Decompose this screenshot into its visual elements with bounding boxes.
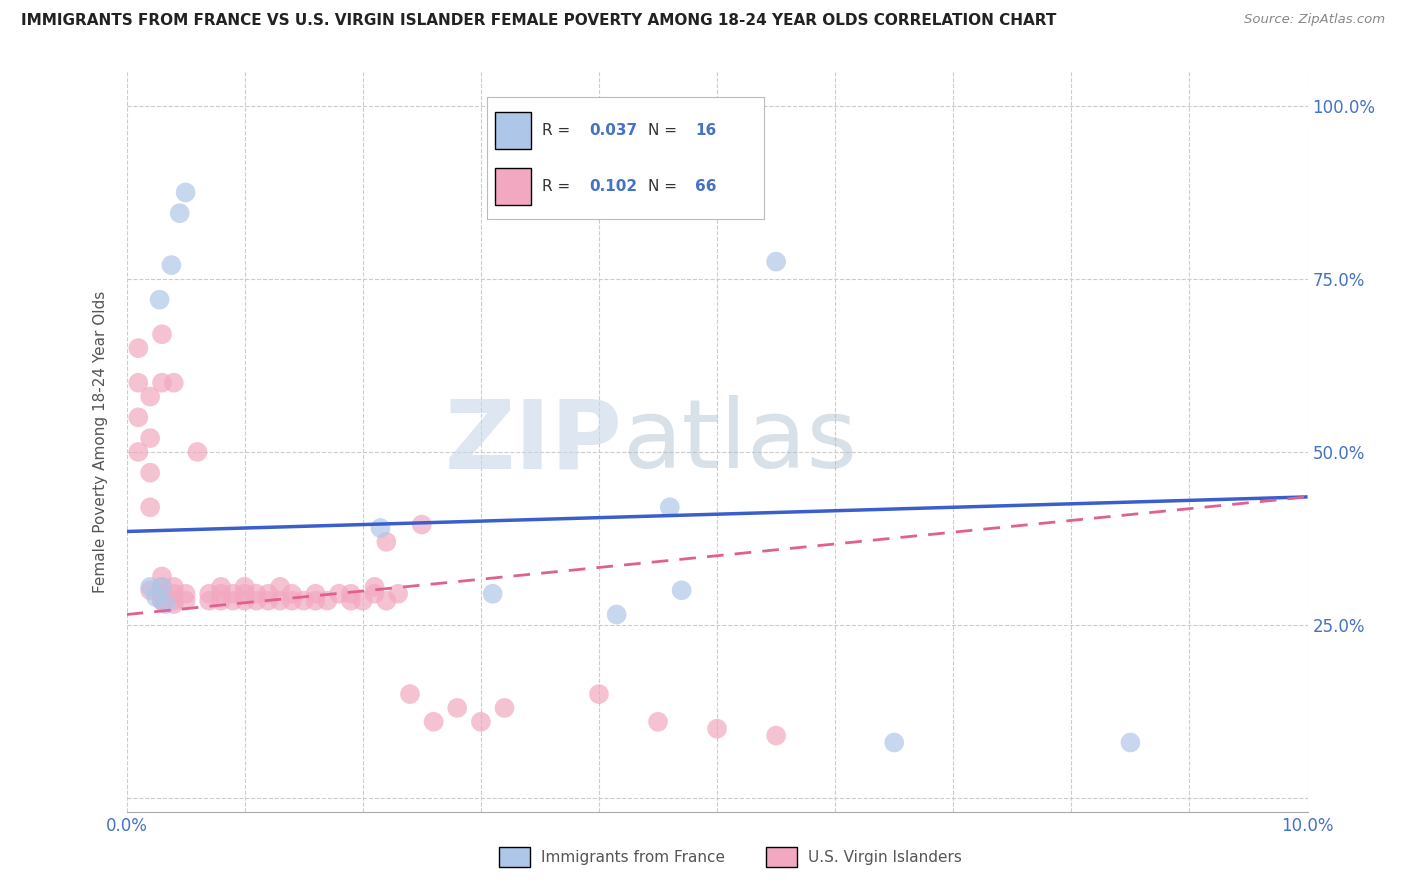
Point — [209, 593, 232, 607]
Point — [233, 587, 256, 601]
Point — [316, 593, 339, 607]
Point — [139, 583, 162, 598]
Point — [145, 591, 167, 605]
Point — [149, 293, 172, 307]
Text: U.S. Virgin Islanders: U.S. Virgin Islanders — [808, 850, 962, 864]
Point — [150, 327, 173, 342]
Point — [257, 593, 280, 607]
Point — [209, 580, 232, 594]
Point — [139, 390, 162, 404]
Point — [658, 500, 681, 515]
Point — [481, 587, 503, 601]
Point — [363, 580, 385, 594]
Point — [606, 607, 628, 622]
Point — [399, 687, 422, 701]
Point — [163, 593, 186, 607]
Point — [245, 587, 267, 601]
Point — [671, 583, 693, 598]
Point — [222, 593, 245, 607]
Point — [292, 593, 315, 607]
Text: atlas: atlas — [623, 395, 858, 488]
Point — [765, 254, 787, 268]
Point — [222, 587, 245, 601]
Point — [647, 714, 669, 729]
Point — [304, 587, 326, 601]
Point — [352, 593, 374, 607]
Text: ZIP: ZIP — [444, 395, 623, 488]
Point — [127, 445, 149, 459]
Point — [139, 466, 162, 480]
Point — [139, 431, 162, 445]
Text: Immigrants from France: Immigrants from France — [541, 850, 725, 864]
Point — [198, 587, 221, 601]
Point — [281, 593, 304, 607]
Point — [269, 593, 291, 607]
Point — [233, 580, 256, 594]
Point — [186, 445, 208, 459]
Point — [375, 593, 398, 607]
Point — [198, 593, 221, 607]
Point — [883, 735, 905, 749]
Point — [139, 580, 162, 594]
Point — [163, 587, 186, 601]
Point — [706, 722, 728, 736]
Point — [340, 593, 363, 607]
Point — [174, 587, 197, 601]
Point — [340, 587, 363, 601]
Point — [150, 593, 173, 607]
Point — [1119, 735, 1142, 749]
Point — [387, 587, 409, 601]
Text: IMMIGRANTS FROM FRANCE VS U.S. VIRGIN ISLANDER FEMALE POVERTY AMONG 18-24 YEAR O: IMMIGRANTS FROM FRANCE VS U.S. VIRGIN IS… — [21, 13, 1056, 29]
Point — [150, 587, 173, 601]
Point — [245, 593, 267, 607]
Point — [150, 580, 173, 594]
Point — [150, 569, 173, 583]
Point — [233, 593, 256, 607]
Point — [328, 587, 350, 601]
Point — [150, 593, 173, 607]
Point — [370, 521, 392, 535]
Point — [446, 701, 468, 715]
Point — [127, 376, 149, 390]
Point — [163, 376, 186, 390]
Point — [257, 587, 280, 601]
Point — [209, 587, 232, 601]
Point — [155, 597, 177, 611]
Point — [127, 341, 149, 355]
Point — [470, 714, 492, 729]
Point — [163, 580, 186, 594]
Point — [375, 534, 398, 549]
Point — [281, 587, 304, 601]
Text: Source: ZipAtlas.com: Source: ZipAtlas.com — [1244, 13, 1385, 27]
Point — [269, 580, 291, 594]
Point — [174, 593, 197, 607]
Point — [363, 587, 385, 601]
Point — [422, 714, 444, 729]
Point — [150, 580, 173, 594]
Point — [588, 687, 610, 701]
Y-axis label: Female Poverty Among 18-24 Year Olds: Female Poverty Among 18-24 Year Olds — [93, 291, 108, 592]
Point — [139, 500, 162, 515]
Point — [150, 376, 173, 390]
Point — [160, 258, 183, 272]
Point — [411, 517, 433, 532]
Point — [765, 729, 787, 743]
Point — [169, 206, 191, 220]
Point — [127, 410, 149, 425]
Point — [150, 587, 173, 601]
Point — [494, 701, 516, 715]
Point — [304, 593, 326, 607]
Point — [163, 597, 186, 611]
Point — [174, 186, 197, 200]
